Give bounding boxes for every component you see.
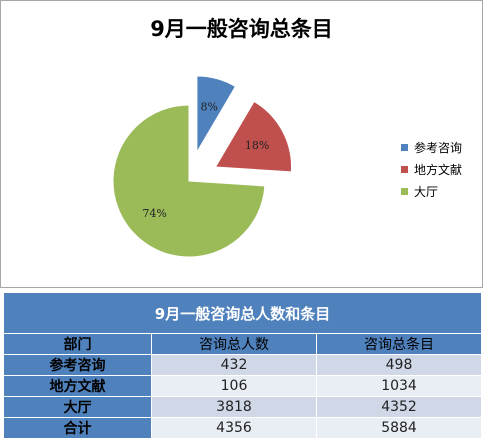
legend-label-2: 大厅	[414, 185, 439, 199]
legend-swatch-1	[401, 166, 408, 173]
legend-label-0: 参考咨询	[414, 141, 463, 155]
legend-item-0: 参考咨询	[401, 139, 462, 155]
cell-people: 4356	[151, 417, 317, 439]
chart-title: 9月一般咨询总条目	[150, 17, 333, 41]
pie-label-1: 18%	[245, 139, 269, 152]
header-total-items: 咨询总条目	[315, 333, 483, 355]
cell-people: 3818	[151, 396, 317, 418]
data-table: 9月一般咨询总人数和条目 部门 咨询总人数 咨询总条目 参考咨询 432 498…	[2, 292, 483, 439]
pie-slice-0	[196, 75, 237, 154]
cell-items: 498	[315, 354, 483, 376]
table-row: 参考咨询 432 498	[3, 354, 483, 376]
table-row: 合计 4356 5884	[3, 417, 483, 439]
table-title: 9月一般咨询总人数和条目	[2, 292, 483, 334]
cell-items: 1034	[315, 375, 483, 397]
legend-swatch-0	[401, 144, 408, 151]
legend-item-1: 地方文献	[401, 161, 462, 177]
legend-label-1: 地方文献	[414, 163, 463, 177]
pie-slice-2	[112, 104, 266, 258]
table-header-row: 部门 咨询总人数 咨询总条目	[3, 333, 483, 355]
header-total-people: 咨询总人数	[151, 333, 317, 355]
row-label: 参考咨询	[3, 354, 152, 376]
header-dept: 部门	[3, 333, 152, 355]
chart-area: 9月一般咨询总条目 8% 18% 74% 参考咨询 地方文献 大厅	[0, 0, 483, 288]
row-label: 地方文献	[3, 375, 152, 397]
pie-slice-1	[214, 100, 292, 173]
pie-chart: 8% 18% 74%	[112, 75, 292, 258]
table-row: 大厅 3818 4352	[3, 396, 483, 418]
row-label: 合计	[3, 417, 152, 439]
pie-label-2: 74%	[142, 207, 166, 220]
legend-item-2: 大厅	[401, 183, 438, 199]
legend-swatch-2	[401, 188, 408, 195]
cell-people: 106	[151, 375, 317, 397]
row-label: 大厅	[3, 396, 152, 418]
cell-items: 4352	[315, 396, 483, 418]
cell-items: 5884	[315, 417, 483, 439]
pie-label-0: 8%	[201, 101, 218, 114]
cell-people: 432	[151, 354, 317, 376]
table-row: 地方文献 106 1034	[3, 375, 483, 397]
